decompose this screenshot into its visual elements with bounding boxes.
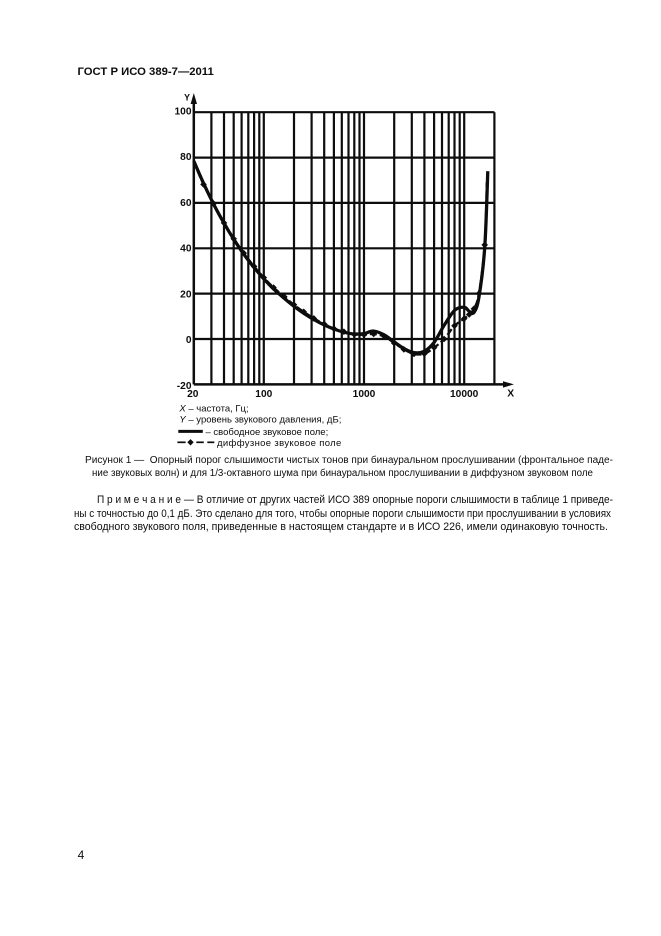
svg-text:60: 60 — [180, 198, 192, 209]
svg-text:– свободное звуковое поле;: – свободное звуковое поле; — [206, 427, 329, 438]
svg-text:80: 80 — [180, 152, 192, 163]
svg-text:X: X — [507, 389, 514, 400]
svg-text:10000: 10000 — [450, 389, 479, 400]
svg-text:100: 100 — [175, 107, 192, 118]
svg-text:1000: 1000 — [353, 389, 376, 400]
svg-text:Y – уровень звукового давления: Y – уровень звукового давления, дБ; — [179, 415, 341, 426]
svg-text:Y: Y — [184, 93, 190, 103]
svg-text:40: 40 — [180, 244, 192, 255]
svg-text:диффузное звуковое поле: диффузное звуковое поле — [217, 438, 342, 449]
svg-text:X – частота, Гц;: X – частота, Гц; — [178, 404, 248, 415]
svg-text:100: 100 — [255, 389, 272, 400]
svg-text:20: 20 — [180, 289, 192, 300]
svg-text:-20: -20 — [177, 381, 192, 392]
svg-text:0: 0 — [186, 335, 192, 346]
svg-text:20: 20 — [187, 389, 199, 400]
